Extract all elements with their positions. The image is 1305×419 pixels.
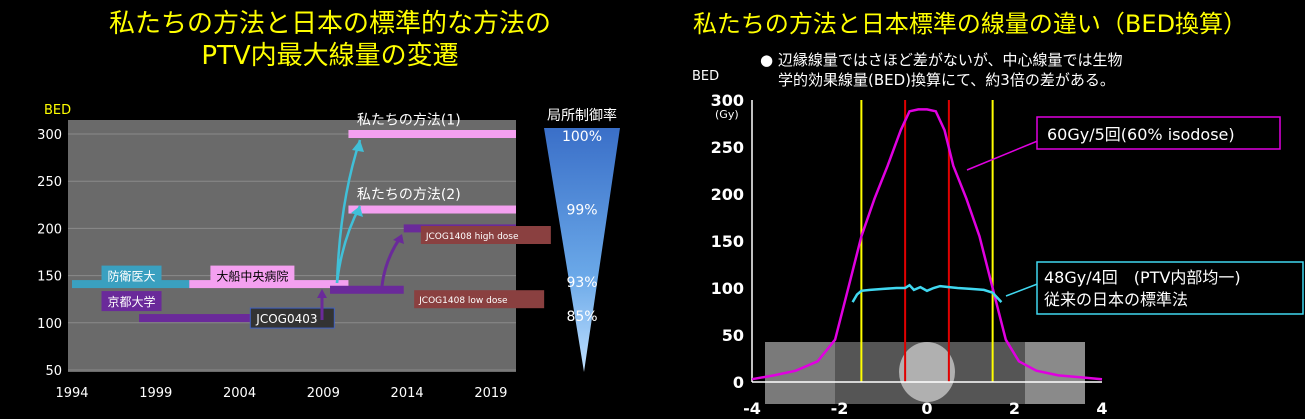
ct-image-right-lung (1025, 342, 1085, 404)
left-xtick-label: 1999 (139, 386, 172, 401)
timeline-label: 防衛医大 (108, 269, 156, 284)
right-xtick-label: 4 (1096, 399, 1107, 418)
timeline-bar (348, 205, 516, 214)
jcog-label-box (420, 226, 551, 245)
left-xtick-label: 2019 (474, 386, 507, 401)
arrow-head-method2 (351, 206, 363, 217)
left-title-line2: PTV内最大線量の変遷 (201, 41, 459, 71)
control-rate-label: 93% (566, 275, 597, 291)
timeline-label-box (101, 291, 162, 312)
left-ytick-label: 50 (45, 364, 62, 379)
right-yunit: (Gy) (715, 108, 739, 121)
left-chart: BED 50 100 150 200 250 300 1994 1999 2004 2009 20… (37, 103, 620, 401)
right-ytick-label: 150 (711, 232, 744, 251)
callout-line-cyan (1005, 282, 1041, 297)
right-ytick-label: 100 (711, 279, 744, 298)
jcog-label-box (414, 290, 545, 309)
timeline-bar (330, 285, 404, 294)
timeline-label: JCOG0403 (255, 312, 317, 326)
left-ytick-label: 250 (37, 175, 62, 190)
control-rate-label: 85% (566, 309, 597, 325)
arrow-head-high (393, 234, 404, 244)
callout-cyan-text: 48Gy/4回 (PTV内部均一) (1044, 268, 1241, 287)
right-chart: BED (Gy) 0 50 100 150 200 250 300 -4 -2 0 2 4 60Gy… (692, 69, 1304, 418)
jcog-label: JCOG1408 low dose (418, 296, 508, 306)
right-xtick-label: 0 (921, 399, 932, 418)
timeline-label: 私たちの方法(1) (357, 113, 461, 129)
left-ytick-label: 150 (37, 270, 62, 285)
left-xtick-label: 2009 (307, 386, 340, 401)
left-xtick-label: 2014 (391, 386, 424, 401)
right-xtick-label: -4 (743, 399, 761, 418)
control-rate-label: 100% (562, 129, 602, 145)
right-ytick-label: 250 (711, 138, 744, 157)
callout-box-cyan (1036, 261, 1304, 315)
left-ytick-label: 300 (37, 128, 62, 143)
left-ytick-label: 200 (37, 222, 62, 237)
left-title-line1: 私たちの方法と日本の標準的な方法の (108, 9, 551, 39)
arrow-head-low (317, 289, 327, 298)
jcog-label: JCOG1408 high dose (425, 232, 519, 242)
right-xtick-label: -2 (831, 399, 849, 418)
arrow-head-method1 (352, 140, 364, 152)
right-xtick-label: 2 (1009, 399, 1020, 418)
timeline-label: 大船中央病院 (216, 269, 288, 284)
callout-box-magenta (1036, 116, 1281, 150)
ct-image-tumor (899, 342, 955, 402)
timeline-label: 京都大学 (108, 294, 156, 309)
control-rate-title: 局所制御率 (547, 107, 617, 124)
note-line1: ● 辺縁線量ではさほど差がないが、中心線量では生物 (760, 51, 1123, 69)
timeline-label-box (249, 307, 335, 329)
left-arrows (317, 139, 404, 320)
series-line-1 (851, 283, 1003, 303)
callout-magenta-text: 60Gy/5回(60% isodose) (1047, 125, 1235, 144)
control-rate-label: 99% (566, 203, 597, 219)
timeline-label-box (210, 265, 295, 286)
right-ytick-label: 50 (722, 326, 744, 345)
note-line2: 学的効果線量(BED)換算にて、約3倍の差がある。 (778, 71, 1115, 89)
right-title: 私たちの方法と日本標準の線量の違い（BED換算） (692, 10, 1248, 38)
series-line-0 (751, 108, 1103, 381)
control-rate-triangle (544, 128, 620, 372)
arrow-to-method1 (335, 139, 362, 284)
left-ylabel: BED (44, 103, 71, 118)
timeline-bar (139, 314, 324, 323)
right-ytick-label: 300 (711, 91, 744, 110)
timeline-label: 私たちの方法(2) (357, 187, 461, 203)
arrow-to-high (380, 237, 402, 287)
callout-cyan-subtext: 従来の日本の標準法 (1044, 290, 1188, 309)
timeline-bar (348, 130, 516, 138)
left-xtick-label: 1994 (55, 386, 88, 401)
left-xtick-label: 2004 (223, 386, 256, 401)
timeline-label-box (101, 265, 162, 286)
callout-line-magenta (966, 139, 1041, 171)
right-ytick-label: 0 (733, 373, 744, 392)
left-ytick-label: 100 (37, 317, 62, 332)
right-ylabel: BED (692, 69, 719, 84)
left-plot-area (68, 120, 516, 372)
left-title: 私たちの方法と日本の標準的な方法の PTV内最大線量の変遷 (50, 8, 610, 72)
right-ytick-label: 200 (711, 185, 744, 204)
